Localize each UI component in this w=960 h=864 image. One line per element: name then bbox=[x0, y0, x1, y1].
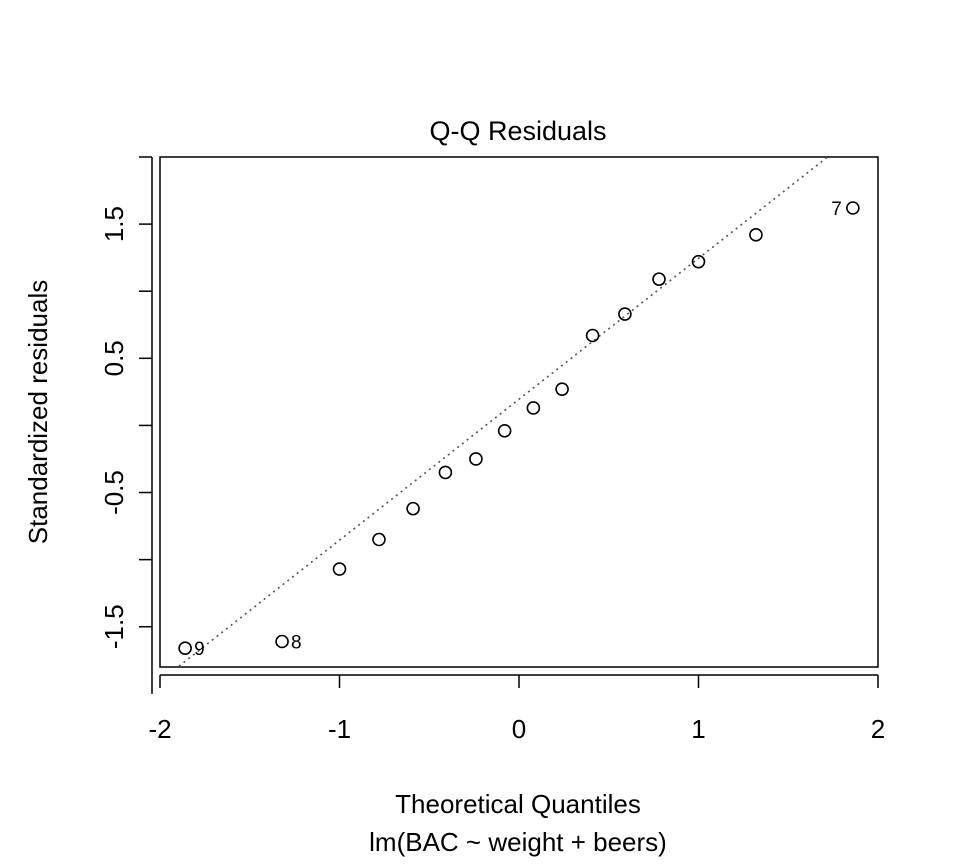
data-point bbox=[372, 532, 386, 547]
point-label: 9 bbox=[194, 639, 205, 660]
x-tick-label: 2 bbox=[871, 714, 885, 744]
y-tick-label: 1.5 bbox=[99, 206, 129, 242]
y-tick-label: -0.5 bbox=[99, 470, 129, 515]
data-point bbox=[406, 501, 420, 516]
x-tick-label: 0 bbox=[512, 714, 526, 744]
data-point bbox=[846, 201, 860, 215]
chart-title: Q-Q Residuals bbox=[429, 116, 606, 146]
data-point bbox=[585, 328, 600, 343]
data-point bbox=[749, 228, 763, 242]
point-label: 8 bbox=[291, 633, 302, 654]
data-point bbox=[332, 562, 347, 576]
y-axis: -1.5 -0.5 0.5 1.5 bbox=[99, 156, 153, 694]
x-axis-label: Theoretical Quantiles bbox=[395, 789, 641, 819]
chart-subtitle: lm(BAC ~ weight + beers) bbox=[369, 827, 667, 857]
data-points: 9 8 7 bbox=[178, 199, 860, 660]
data-point bbox=[618, 307, 632, 321]
data-point bbox=[691, 254, 706, 269]
plot-box bbox=[159, 156, 879, 668]
reference-line bbox=[176, 157, 829, 667]
data-point bbox=[555, 382, 569, 396]
y-tick-label: 0.5 bbox=[99, 340, 129, 376]
x-tick-label: -1 bbox=[328, 714, 351, 744]
data-point bbox=[652, 272, 666, 286]
y-axis-label: Standardized residuals bbox=[23, 280, 53, 545]
reference-line-layer bbox=[176, 157, 829, 667]
point-label: 7 bbox=[831, 199, 842, 220]
x-axis: -2 -1 0 1 2 bbox=[148, 674, 885, 744]
data-point bbox=[438, 465, 453, 480]
data-point bbox=[275, 634, 289, 649]
x-tick-label: -2 bbox=[148, 714, 171, 744]
data-point bbox=[526, 401, 541, 415]
data-point bbox=[497, 423, 512, 438]
y-tick-label: -1.5 bbox=[99, 604, 129, 649]
x-tick-label: 1 bbox=[691, 714, 705, 744]
data-point bbox=[178, 641, 192, 656]
data-point bbox=[469, 452, 483, 466]
